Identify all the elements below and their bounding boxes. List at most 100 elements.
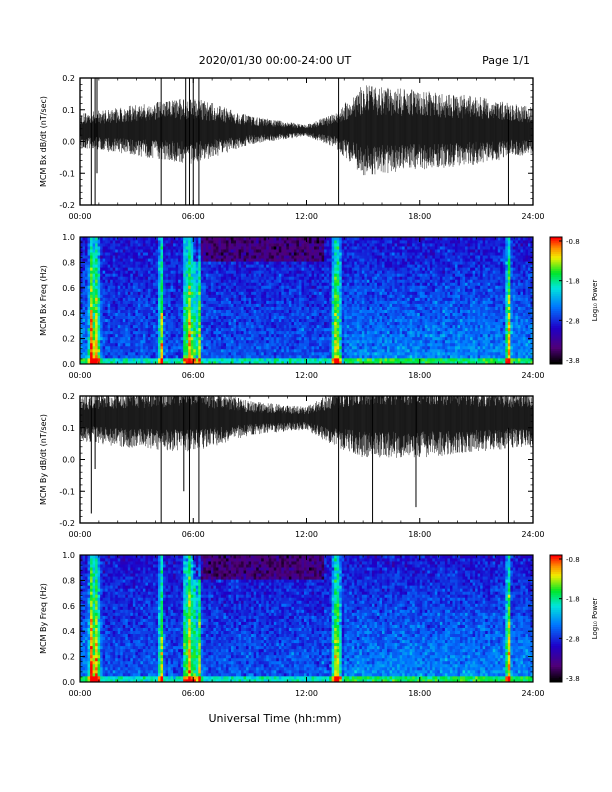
heatmap-cell — [130, 252, 134, 256]
heatmap-cell — [112, 357, 116, 362]
heatmap-cell — [276, 342, 280, 347]
heatmap-cell — [150, 345, 154, 350]
heatmap-cell — [329, 273, 333, 277]
heatmap-cell — [329, 300, 333, 304]
heatmap-cell — [145, 324, 149, 329]
heatmap-cell — [125, 282, 129, 286]
heatmap-cell — [366, 240, 370, 244]
heatmap-cell — [175, 306, 179, 310]
heatmap-cell — [193, 306, 197, 310]
heatmap-cell — [228, 360, 232, 365]
heatmap-cell — [95, 348, 99, 353]
heatmap-cell — [324, 309, 328, 313]
heatmap-cell — [97, 255, 101, 259]
heatmap-cell — [351, 267, 355, 271]
heatmap-cell — [314, 309, 317, 313]
heatmap-cell — [281, 333, 285, 338]
heatmap-cell — [180, 243, 184, 247]
heatmap-cell — [95, 336, 99, 341]
heatmap-cell — [251, 312, 255, 317]
heatmap-cell — [238, 351, 242, 356]
heatmap-cell — [218, 267, 222, 271]
heatmap-cell — [341, 360, 345, 365]
heatmap-cell — [246, 282, 250, 286]
heatmap-cell — [344, 318, 348, 323]
heatmap-cell — [117, 336, 121, 341]
heatmap-cell — [319, 351, 322, 356]
heatmap-cell — [85, 345, 88, 350]
heatmap-cell — [175, 318, 179, 323]
heatmap-cell — [276, 276, 280, 280]
heatmap-cell — [344, 342, 348, 347]
heatmap-cell — [85, 318, 88, 323]
heatmap-cell — [248, 240, 252, 244]
heatmap-cell — [193, 285, 197, 289]
heatmap-cell — [329, 243, 333, 247]
heatmap-cell — [193, 249, 197, 253]
heatmap-cell — [173, 324, 177, 329]
heatmap-cell — [268, 321, 272, 326]
heatmap-cell — [90, 273, 93, 277]
heatmap-cell — [246, 339, 250, 344]
heatmap-cell — [105, 291, 109, 295]
heatmap-cell — [183, 315, 187, 320]
heatmap-cell — [273, 312, 277, 317]
heatmap-cell — [281, 339, 285, 344]
heatmap-cell — [188, 357, 192, 362]
heatmap-cell — [301, 315, 305, 320]
heatmap-cell — [336, 342, 340, 347]
heatmap-cell — [231, 243, 234, 247]
heatmap-cell — [183, 252, 187, 256]
heatmap-cell — [190, 255, 194, 259]
heatmap-cell — [309, 309, 312, 313]
heatmap-cell — [80, 270, 83, 274]
heatmap-cell — [303, 303, 307, 307]
heatmap-cell — [253, 276, 257, 280]
heatmap-cell — [185, 321, 189, 326]
heatmap-cell — [213, 267, 217, 271]
heatmap-cell — [210, 333, 214, 338]
heatmap-cell — [241, 303, 244, 307]
heatmap-cell — [243, 243, 247, 247]
heatmap-cell — [344, 288, 348, 292]
heatmap-cell — [344, 354, 348, 359]
heatmap-cell — [321, 267, 325, 271]
heatmap-cell — [117, 282, 121, 286]
heatmap-cell — [228, 261, 232, 265]
heatmap-cell — [321, 294, 325, 298]
heatmap-cell — [205, 321, 209, 326]
heatmap-cell — [266, 300, 270, 304]
heatmap-cell — [329, 306, 333, 310]
heatmap-cell — [208, 246, 212, 250]
heatmap-cell — [321, 252, 325, 256]
heatmap-cell — [311, 294, 315, 298]
heatmap-cell — [241, 252, 244, 256]
heatmap-cell — [286, 243, 290, 247]
heatmap-cell — [183, 237, 187, 241]
heatmap-cell — [183, 243, 187, 247]
heatmap-cell — [155, 240, 159, 244]
heatmap-cell — [273, 360, 277, 365]
heatmap-cell — [95, 246, 99, 250]
heatmap-cell — [190, 360, 194, 365]
heatmap-cell — [246, 264, 250, 268]
heatmap-cell — [303, 279, 307, 283]
heatmap-cell — [276, 279, 280, 283]
heatmap-cell — [298, 309, 302, 313]
heatmap-cell — [142, 312, 146, 317]
heatmap-cell — [183, 240, 187, 244]
heatmap-cell — [346, 348, 350, 353]
heatmap-cell — [278, 306, 282, 310]
heatmap-cell — [120, 360, 124, 365]
heatmap-cell — [210, 321, 214, 326]
heatmap-cell — [135, 306, 139, 310]
heatmap-cell — [85, 303, 88, 307]
heatmap-cell — [117, 258, 121, 262]
heatmap-cell — [256, 282, 260, 286]
heatmap-cell — [163, 315, 166, 320]
heatmap-cell — [319, 339, 322, 344]
heatmap-cell — [329, 330, 333, 335]
heatmap-cell — [218, 279, 222, 283]
heatmap-cell — [173, 276, 177, 280]
heatmap-cell — [291, 351, 295, 356]
